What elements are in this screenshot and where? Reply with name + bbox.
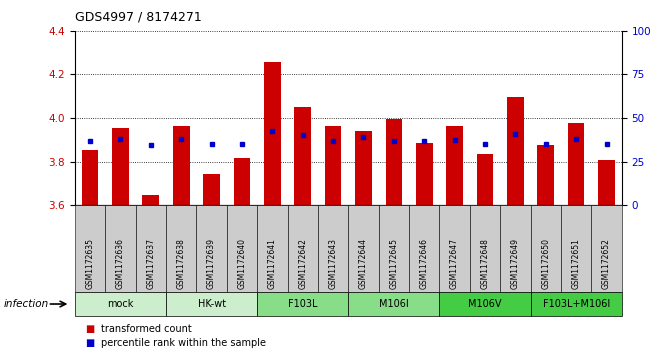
Text: GSM1172638: GSM1172638 bbox=[176, 238, 186, 289]
Text: GSM1172651: GSM1172651 bbox=[572, 238, 581, 289]
Bar bbox=[264, 62, 281, 205]
Bar bbox=[507, 97, 523, 205]
Text: GSM1172640: GSM1172640 bbox=[238, 238, 247, 289]
Text: GSM1172642: GSM1172642 bbox=[298, 238, 307, 289]
Bar bbox=[537, 145, 554, 205]
Bar bbox=[294, 107, 311, 205]
Text: infection: infection bbox=[3, 299, 49, 309]
Bar bbox=[234, 158, 250, 205]
Text: GSM1172637: GSM1172637 bbox=[146, 238, 156, 289]
Text: M106I: M106I bbox=[379, 299, 409, 309]
Text: F103L+M106I: F103L+M106I bbox=[542, 299, 610, 309]
Text: transformed count: transformed count bbox=[101, 323, 191, 334]
Bar bbox=[477, 154, 493, 205]
Text: ■: ■ bbox=[85, 323, 94, 334]
Text: GSM1172648: GSM1172648 bbox=[480, 238, 490, 289]
Text: GSM1172641: GSM1172641 bbox=[268, 238, 277, 289]
Text: GSM1172644: GSM1172644 bbox=[359, 238, 368, 289]
Text: GSM1172652: GSM1172652 bbox=[602, 238, 611, 289]
Text: ■: ■ bbox=[85, 338, 94, 348]
Text: GSM1172636: GSM1172636 bbox=[116, 238, 125, 289]
Text: GSM1172645: GSM1172645 bbox=[389, 238, 398, 289]
Text: HK-wt: HK-wt bbox=[197, 299, 226, 309]
Text: GDS4997 / 8174271: GDS4997 / 8174271 bbox=[75, 11, 202, 24]
Bar bbox=[598, 160, 615, 205]
Text: M106V: M106V bbox=[468, 299, 502, 309]
Text: mock: mock bbox=[107, 299, 133, 309]
Bar bbox=[143, 195, 159, 205]
Bar bbox=[416, 143, 432, 205]
Bar bbox=[173, 126, 189, 205]
Text: GSM1172649: GSM1172649 bbox=[511, 238, 520, 289]
Bar bbox=[385, 119, 402, 205]
Text: GSM1172639: GSM1172639 bbox=[207, 238, 216, 289]
Bar bbox=[568, 123, 585, 205]
Text: GSM1172635: GSM1172635 bbox=[85, 238, 94, 289]
Bar bbox=[446, 126, 463, 205]
Text: GSM1172643: GSM1172643 bbox=[329, 238, 338, 289]
Text: GSM1172650: GSM1172650 bbox=[541, 238, 550, 289]
Bar bbox=[355, 131, 372, 205]
Bar bbox=[325, 126, 341, 205]
Bar bbox=[82, 150, 98, 205]
Text: F103L: F103L bbox=[288, 299, 318, 309]
Bar bbox=[112, 128, 129, 205]
Bar bbox=[203, 174, 220, 205]
Text: GSM1172647: GSM1172647 bbox=[450, 238, 459, 289]
Text: GSM1172646: GSM1172646 bbox=[420, 238, 429, 289]
Text: percentile rank within the sample: percentile rank within the sample bbox=[101, 338, 266, 348]
